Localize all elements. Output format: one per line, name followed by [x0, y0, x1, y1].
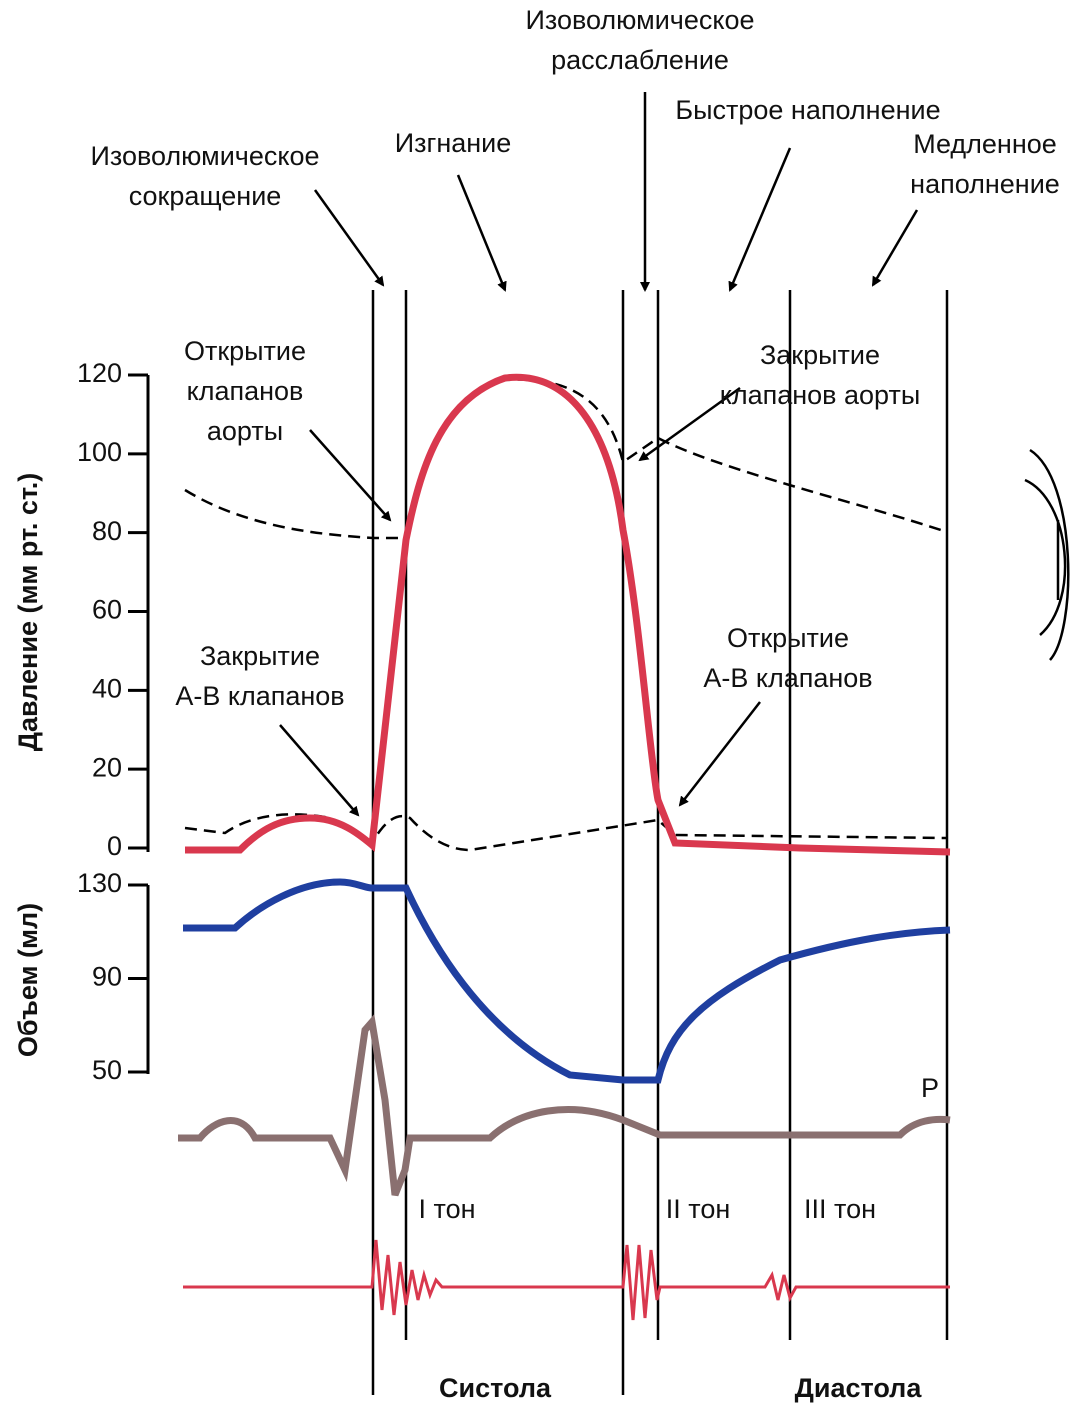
- annotation: аорты: [207, 416, 283, 446]
- tick-label: 100: [77, 437, 122, 467]
- annotation: Закрытие: [760, 340, 880, 370]
- heart-sound: I тон: [419, 1194, 476, 1224]
- curves: [178, 373, 1070, 1321]
- annotation: Закрытие: [200, 641, 320, 671]
- annotation: Открытие: [727, 623, 849, 653]
- ecg: [178, 1014, 951, 1197]
- tick-label: 120: [77, 358, 122, 388]
- tick-label: 90: [92, 962, 122, 992]
- annotation: Медленное: [913, 129, 1057, 159]
- phase-lines: [371, 290, 949, 1395]
- ventricular-volume: [183, 878, 951, 1084]
- annotation: наполнение: [910, 169, 1060, 199]
- annotation: сокращение: [129, 181, 282, 211]
- annotation: Изоволюмическое: [525, 5, 754, 35]
- tick-label: 80: [92, 516, 122, 546]
- annotation: А-В клапанов: [175, 681, 344, 711]
- phase-label: Систола: [439, 1373, 552, 1403]
- ventricular-pressure: [185, 373, 951, 856]
- annotation: клапанов: [187, 376, 304, 406]
- atrial-pressure: [184, 813, 948, 852]
- annotation: Изгнание: [395, 128, 512, 158]
- phonocardiogram: [183, 1239, 950, 1321]
- annotation: Открытие: [184, 336, 306, 366]
- tick-label: 130: [77, 868, 122, 898]
- tick-label: 50: [92, 1055, 122, 1085]
- axis-label: Объем (мл): [13, 903, 43, 1057]
- side-sketch: [1024, 448, 1070, 661]
- arrows: [279, 92, 919, 817]
- tick-label: 20: [92, 752, 122, 782]
- annotation: расслабление: [551, 45, 729, 75]
- annotation: клапанов аорты: [720, 380, 921, 410]
- annotation: А-В клапанов: [703, 663, 872, 693]
- ecg-label: P: [921, 1073, 939, 1103]
- heart-sound: III тон: [804, 1194, 876, 1224]
- phase-label: Диастола: [795, 1373, 923, 1403]
- tick-label: 0: [107, 831, 122, 861]
- axis-label: Давление (мм рт. ст.): [13, 473, 43, 752]
- annotation: Изоволюмическое: [90, 141, 319, 171]
- tick-label: 60: [92, 595, 122, 625]
- annotation: Быстрое наполнение: [675, 95, 940, 125]
- tick-label: 40: [92, 673, 122, 703]
- heart-sound: II тон: [666, 1194, 731, 1224]
